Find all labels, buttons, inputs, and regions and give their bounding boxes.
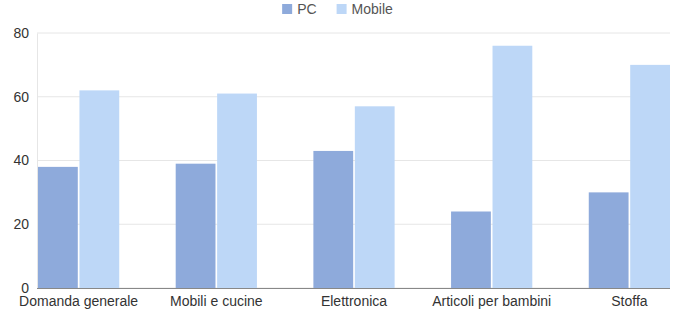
y-tick-label: 60 xyxy=(13,89,29,105)
x-tick-label: Stoffa xyxy=(611,293,648,309)
x-tick: Stoffa xyxy=(611,293,648,309)
bars xyxy=(38,46,670,288)
x-tick: Articoli per bambini xyxy=(432,293,551,309)
chart: 020406080Domanda generaleMobili e cucine… xyxy=(0,0,675,319)
y-tick: 20 xyxy=(13,216,37,232)
y-tick-label: 20 xyxy=(13,216,29,232)
bar xyxy=(176,164,216,288)
x-axis: Domanda generale Mobili e cucine Elettroni… xyxy=(19,289,670,309)
legend-item: Mobile xyxy=(337,1,393,17)
x-tick-label: Articoli per bambini xyxy=(432,293,551,309)
legend-label: PC xyxy=(297,1,316,17)
y-tick-label: 40 xyxy=(13,152,29,168)
x-tick-label: Domanda generale xyxy=(19,293,138,309)
grid-line xyxy=(37,288,670,289)
y-tick-label: 80 xyxy=(13,25,29,41)
x-tick: Mobili e cucine xyxy=(170,293,263,309)
y-tick: 60 xyxy=(13,89,37,105)
bar xyxy=(589,192,629,288)
grid-line xyxy=(37,96,670,97)
legend: PC Mobile xyxy=(282,1,393,17)
legend-swatch xyxy=(337,4,347,14)
x-tick: Elettronica xyxy=(321,293,387,309)
grid-line xyxy=(37,160,670,161)
x-axis-line xyxy=(37,288,670,289)
bar xyxy=(630,65,670,288)
legend-label: Mobile xyxy=(352,1,393,17)
x-tick: Domanda generale xyxy=(19,293,138,309)
bar xyxy=(217,94,257,288)
grid-line xyxy=(37,33,670,34)
y-tick: 80 xyxy=(13,25,37,41)
y-tick: 40 xyxy=(13,152,37,168)
grid xyxy=(37,33,670,288)
bar xyxy=(79,90,119,288)
grid-line xyxy=(37,224,670,225)
x-tick-label: Mobili e cucine xyxy=(170,293,263,309)
bar xyxy=(493,46,533,288)
x-tick-label: Elettronica xyxy=(321,293,387,309)
y-axis: 020406080 xyxy=(13,25,37,296)
y-axis-line xyxy=(37,34,38,289)
bar xyxy=(451,212,491,289)
bar xyxy=(355,106,395,288)
bar xyxy=(313,151,353,288)
legend-item: PC xyxy=(282,1,316,17)
bar xyxy=(38,167,78,288)
legend-swatch xyxy=(282,4,292,14)
